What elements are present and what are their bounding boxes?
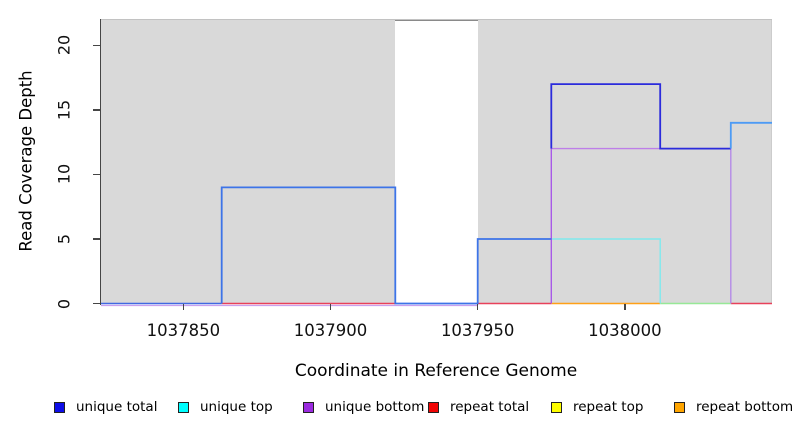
legend-label: unique bottom [325,399,425,415]
x-tick [624,304,626,310]
legend-label: repeat total [450,399,530,415]
y-tick-label: 10 [54,164,74,185]
legend-swatch-unique-top-icon [178,401,189,413]
legend-label: repeat bottom [696,399,792,415]
legend-item-repeat-bottom: repeat bottom [674,398,792,416]
legend-swatch-unique-total-icon [54,401,65,413]
legend-swatch-repeat-total-icon [428,401,439,413]
y-tick [93,44,100,47]
x-tick-label: 1037900 [293,321,368,340]
legend-swatch-repeat-top-icon [551,401,562,413]
y-tick-label: 20 [54,35,74,56]
legend-item-unique-total: unique total [54,398,157,416]
legend-swatch-unique-bottom-icon [303,401,314,413]
legend-item-unique-bottom: unique bottom [303,398,424,416]
y-tick [93,302,100,305]
y-tick-label: 5 [54,233,74,245]
x-tick-label: 1037950 [440,321,515,340]
line-unique-total-seventeen-twelve [550,83,731,150]
y-tick [93,238,100,240]
gap-region [395,20,478,304]
legend-swatch-repeat-bottom-icon [674,401,685,413]
x-tick [182,304,185,310]
legend-item-unique-top: unique top [178,398,273,416]
line-unique-top-five [551,238,661,304]
x-tick [477,304,479,310]
x-axis-title: Coordinate in Reference Genome [294,361,578,381]
y-tick [93,173,100,176]
legend-item-repeat-total: repeat total [428,398,529,416]
legend-label: unique total [76,399,158,415]
legend-label: unique top [200,399,273,415]
legend: unique total unique top unique bottom repea… [0,398,792,418]
y-tick-label: 0 [54,298,74,309]
y-tick [93,109,100,111]
x-tick [329,304,332,310]
y-tick-label: 15 [54,99,74,121]
legend-label: repeat top [573,399,644,415]
y-axis-line [99,19,101,305]
line-unique-total-nine-five [220,186,552,305]
line-unique-total-fourteen [729,121,772,149]
x-tick-label: 1038000 [588,321,662,340]
x-tick-label: 1037850 [146,321,221,340]
legend-item-repeat-top: repeat top [551,398,643,416]
